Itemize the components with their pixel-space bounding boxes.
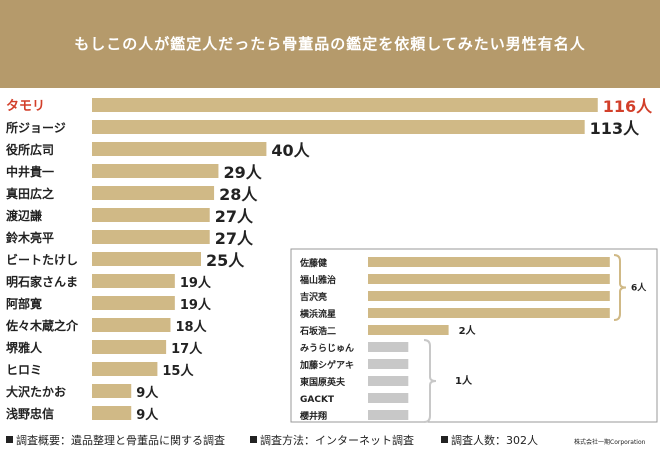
survey-respondents-text: 調査人数：302人 bbox=[451, 434, 538, 447]
survey-respondents: 調査人数：302人 bbox=[441, 432, 538, 448]
value-label: 40人 bbox=[271, 141, 310, 160]
value-label: 116人 bbox=[603, 97, 653, 116]
survey-method-text: 調査方法：インターネット調査 bbox=[260, 434, 414, 447]
inset-bar bbox=[368, 359, 409, 369]
inset-bar bbox=[368, 325, 449, 335]
inset-bar bbox=[368, 393, 409, 403]
bar bbox=[92, 230, 210, 244]
bar bbox=[92, 274, 175, 288]
category-label: 鈴木亮平 bbox=[6, 230, 54, 245]
inset-category-label: 佐藤健 bbox=[299, 257, 327, 269]
inset-category-label: 東国原英夫 bbox=[300, 376, 346, 388]
category-label: 大沢たかお bbox=[6, 384, 66, 399]
square-bullet-icon bbox=[441, 436, 448, 443]
value-label: 9人 bbox=[136, 407, 159, 423]
square-bullet-icon bbox=[250, 436, 257, 443]
survey-overview-text: 調査概要：遺品整理と骨董品に関する調査 bbox=[16, 434, 225, 447]
bar bbox=[92, 208, 210, 222]
category-label: 佐々木蔵之介 bbox=[5, 318, 79, 333]
value-label: 25人 bbox=[206, 251, 245, 270]
category-label: 明石家さんま bbox=[6, 274, 78, 289]
value-label: 113人 bbox=[590, 119, 640, 138]
group-label: 1人 bbox=[455, 374, 473, 387]
inset-category-label: 櫻井翔 bbox=[299, 410, 327, 422]
inset-bar bbox=[368, 257, 610, 267]
value-label: 27人 bbox=[215, 207, 254, 226]
value-label: 29人 bbox=[223, 163, 262, 182]
bar bbox=[92, 186, 215, 200]
category-label: ビートたけし bbox=[6, 252, 78, 267]
category-label: タモリ bbox=[6, 99, 45, 114]
bar bbox=[92, 142, 267, 156]
survey-method: 調査方法：インターネット調査 bbox=[250, 432, 414, 448]
value-label: 19人 bbox=[180, 297, 212, 313]
company-credit: 株式会社一期Corporation bbox=[574, 439, 646, 446]
chart-title: もしこの人が鑑定人だったら骨董品の鑑定を依頼してみたい男性有名人 bbox=[74, 35, 586, 53]
category-label: 渡辺謙 bbox=[6, 208, 42, 223]
inset-bar bbox=[368, 410, 409, 420]
category-label: ヒロミ bbox=[6, 363, 42, 377]
survey-overview: 調査概要：遺品整理と骨董品に関する調査 bbox=[6, 432, 225, 448]
value-label: 19人 bbox=[180, 275, 212, 291]
bar bbox=[92, 252, 201, 266]
bar bbox=[92, 406, 132, 420]
inset-category-label: 福山雅治 bbox=[299, 274, 336, 286]
category-label: 所ジョージ bbox=[6, 120, 66, 135]
group-label: 2人 bbox=[459, 324, 477, 337]
inset-category-label: 吉沢亮 bbox=[300, 291, 327, 303]
value-label: 9人 bbox=[136, 385, 159, 401]
bar bbox=[92, 384, 132, 398]
category-label: 堺雅人 bbox=[6, 340, 43, 355]
bar bbox=[92, 164, 219, 178]
inset-category-label: 石坂浩二 bbox=[299, 325, 336, 337]
category-label: 真田広之 bbox=[6, 186, 54, 201]
value-label: 17人 bbox=[171, 341, 203, 357]
inset-bar bbox=[368, 376, 409, 386]
brace-1 bbox=[423, 339, 437, 423]
inset-category-label: 横浜流星 bbox=[300, 308, 336, 320]
category-label: 阿部寛 bbox=[6, 296, 42, 311]
bar bbox=[92, 318, 171, 332]
group-label: 6人 bbox=[631, 282, 647, 294]
value-label: 27人 bbox=[215, 229, 254, 248]
bar bbox=[92, 340, 167, 354]
inset-category-label: みうらじゅん bbox=[300, 343, 354, 354]
category-label: 浅野忠信 bbox=[6, 406, 54, 421]
value-label: 15人 bbox=[162, 363, 194, 379]
inset-category-label: GACKT bbox=[300, 395, 335, 405]
value-label: 18人 bbox=[175, 319, 207, 335]
inset-bar bbox=[368, 308, 610, 318]
bar bbox=[92, 296, 175, 310]
brace-6 bbox=[613, 254, 627, 321]
inset-bar bbox=[368, 274, 610, 284]
value-label: 28人 bbox=[219, 185, 258, 204]
inset-bar bbox=[368, 342, 409, 352]
bar bbox=[92, 98, 598, 112]
inset-category-label: 加藤シゲアキ bbox=[299, 359, 354, 371]
bar bbox=[92, 362, 158, 376]
header-banner bbox=[0, 0, 660, 88]
square-bullet-icon bbox=[6, 436, 13, 443]
category-label: 役所広司 bbox=[6, 142, 54, 157]
inset-bar bbox=[368, 291, 610, 301]
bar bbox=[92, 120, 585, 134]
category-label: 中井貴一 bbox=[6, 164, 54, 179]
